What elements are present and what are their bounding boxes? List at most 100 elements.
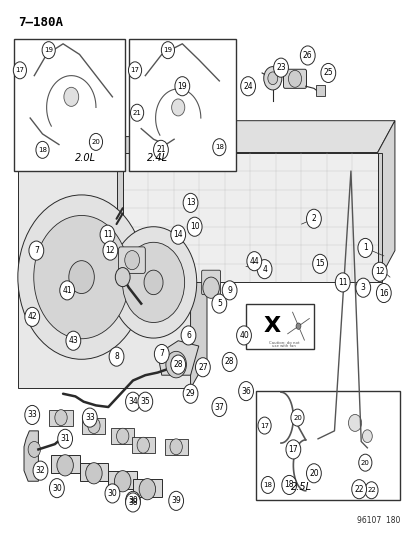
Text: 1: 1 (362, 244, 367, 253)
Circle shape (320, 63, 335, 83)
Circle shape (306, 464, 320, 483)
Polygon shape (51, 455, 79, 473)
Text: 28: 28 (224, 358, 234, 367)
Text: 11: 11 (337, 278, 347, 287)
Circle shape (348, 415, 361, 431)
Text: 25: 25 (323, 68, 332, 77)
Circle shape (171, 355, 185, 374)
Circle shape (288, 70, 301, 87)
Circle shape (256, 260, 271, 279)
Text: Caution: do not: Caution: do not (268, 342, 299, 345)
FancyBboxPatch shape (283, 69, 306, 88)
Text: 44: 44 (249, 257, 259, 265)
Circle shape (180, 326, 195, 345)
Circle shape (105, 484, 119, 503)
Circle shape (109, 347, 123, 366)
Polygon shape (79, 463, 108, 481)
Text: 41: 41 (62, 286, 72, 295)
Polygon shape (82, 418, 105, 433)
Circle shape (290, 409, 303, 426)
Text: 17: 17 (259, 423, 268, 429)
Polygon shape (18, 166, 190, 389)
Text: 17: 17 (288, 445, 297, 454)
Circle shape (114, 471, 131, 492)
Text: 14: 14 (173, 230, 183, 239)
Circle shape (355, 278, 370, 297)
Polygon shape (122, 120, 394, 152)
Text: 34: 34 (128, 397, 138, 406)
Text: 2.0L: 2.0L (75, 153, 96, 163)
Text: 42: 42 (27, 312, 37, 321)
Circle shape (236, 326, 251, 345)
Text: 18: 18 (214, 144, 223, 150)
Circle shape (238, 382, 253, 401)
Text: 39: 39 (171, 496, 180, 505)
Text: 17: 17 (130, 67, 139, 74)
Text: 17: 17 (15, 67, 24, 74)
Text: 12: 12 (374, 268, 384, 276)
Circle shape (88, 418, 100, 433)
Text: 22: 22 (354, 484, 363, 494)
Circle shape (57, 429, 72, 448)
Polygon shape (122, 152, 377, 282)
Circle shape (175, 77, 189, 96)
Circle shape (89, 133, 102, 150)
Text: 37: 37 (214, 402, 224, 411)
Circle shape (171, 99, 184, 116)
Circle shape (124, 251, 139, 270)
Circle shape (33, 461, 48, 480)
Text: 31: 31 (60, 434, 70, 443)
Text: 15: 15 (315, 260, 324, 268)
Circle shape (153, 140, 168, 159)
Text: 21: 21 (132, 110, 141, 116)
Text: 30: 30 (128, 496, 138, 505)
Circle shape (273, 58, 288, 77)
Circle shape (246, 252, 261, 271)
Circle shape (125, 491, 140, 511)
Text: 27: 27 (197, 363, 207, 372)
Circle shape (187, 217, 202, 236)
Text: 20: 20 (309, 469, 318, 478)
Circle shape (59, 281, 74, 300)
Text: 29: 29 (185, 389, 195, 398)
Circle shape (171, 225, 185, 244)
Polygon shape (24, 431, 38, 481)
Circle shape (128, 62, 141, 79)
Text: 16: 16 (378, 288, 388, 297)
Text: 7–180A: 7–180A (18, 15, 63, 29)
Circle shape (267, 72, 277, 85)
Circle shape (364, 482, 377, 499)
Polygon shape (18, 136, 206, 166)
Text: 19: 19 (177, 82, 187, 91)
Circle shape (36, 141, 49, 158)
Circle shape (285, 440, 300, 459)
Text: 18: 18 (263, 482, 272, 488)
Circle shape (100, 225, 115, 244)
Text: 2.4L: 2.4L (147, 153, 168, 163)
Circle shape (50, 479, 64, 498)
Text: 4: 4 (261, 265, 266, 273)
Text: 2: 2 (311, 214, 316, 223)
Text: 28: 28 (173, 360, 183, 369)
Circle shape (195, 358, 210, 377)
Circle shape (144, 270, 163, 295)
Text: 19: 19 (44, 47, 53, 53)
Polygon shape (131, 437, 154, 453)
Text: 32: 32 (36, 466, 45, 475)
Text: 19: 19 (163, 47, 172, 53)
Circle shape (211, 294, 226, 313)
Polygon shape (190, 136, 206, 389)
Circle shape (312, 254, 327, 273)
Circle shape (57, 455, 73, 476)
Text: use with fan: use with fan (271, 344, 295, 348)
Text: 18: 18 (284, 480, 293, 489)
Text: 20: 20 (91, 139, 100, 145)
Circle shape (137, 437, 149, 453)
Circle shape (281, 475, 296, 495)
Circle shape (110, 227, 196, 338)
Text: X: X (263, 316, 280, 336)
Circle shape (170, 439, 182, 455)
Bar (245, 304, 313, 349)
Polygon shape (377, 120, 394, 282)
Circle shape (222, 281, 237, 300)
